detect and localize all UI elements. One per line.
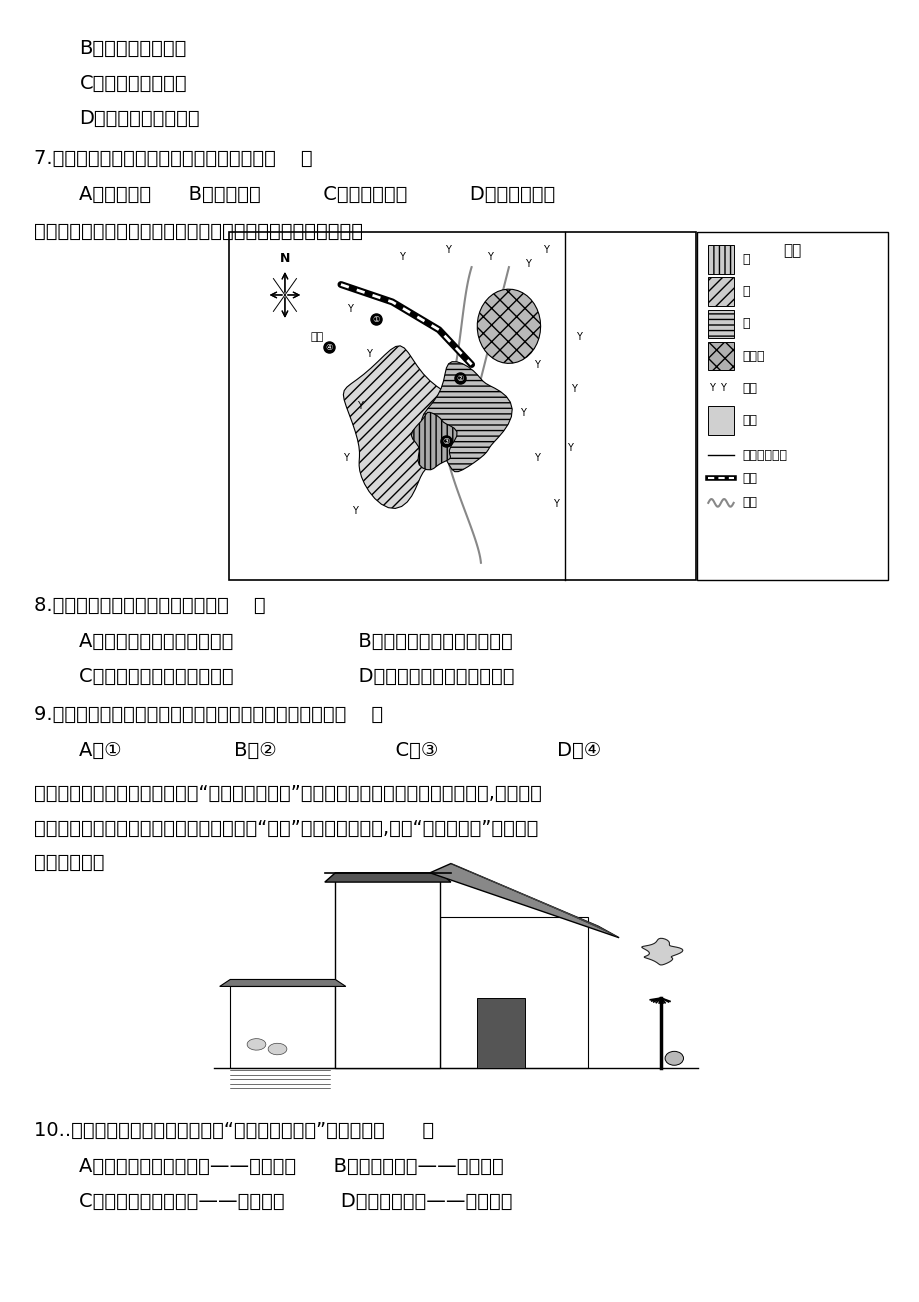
Text: A．商业区、工业区、住宅区                    B．商业区、住宅区、工业区: A．商业区、工业区、住宅区 B．商业区、住宅区、工业区 (79, 631, 513, 651)
Text: ③: ③ (442, 436, 449, 445)
Text: 图例: 图例 (783, 242, 800, 258)
Text: 风频: 风频 (311, 332, 323, 341)
Text: Y: Y (366, 349, 371, 359)
Text: 耕地: 耕地 (742, 381, 757, 395)
Bar (335, 878, 440, 1068)
Text: 坐北朝南。由北房、厦子房合围的部分称为“中庭”。当地多住北房,因其“遂风又向阳”。据此完: 坐北朝南。由北房、厦子房合围的部分称为“中庭”。当地多住北房,因其“遂风又向阳”… (34, 819, 538, 837)
Text: Y: Y (575, 332, 581, 341)
Text: C．厦子房高处开小窗——便于通风         D．房屋斜屋顶——收集雨水: C．厦子房高处开小窗——便于通风 D．房屋斜屋顶——收集雨水 (79, 1193, 513, 1211)
Text: Y: Y (709, 383, 714, 393)
Bar (708, 277, 732, 306)
Text: A．①                  B．②                   C．③                   D．④: A．① B．② C．③ D．④ (79, 741, 601, 760)
Text: Y: Y (552, 499, 558, 509)
Text: 河流: 河流 (742, 496, 757, 509)
Polygon shape (324, 872, 450, 881)
Text: Y: Y (505, 314, 511, 324)
Text: ④: ④ (325, 342, 333, 352)
Text: 文教区: 文教区 (742, 349, 765, 362)
Text: Y: Y (487, 251, 493, 262)
Polygon shape (421, 362, 512, 471)
Polygon shape (343, 346, 460, 509)
Text: 读「沿海某城市土地利用类型分布示意图（如图）」，回答题目: 读「沿海某城市土地利用类型分布示意图（如图）」，回答题目 (34, 223, 363, 241)
Text: Y: Y (519, 409, 526, 418)
Text: 10..关中传统民居的设计符合当地“肥水不流外人田”观念的是（      ）: 10..关中传统民居的设计符合当地“肥水不流外人田”观念的是（ ） (34, 1121, 434, 1141)
Text: 乙: 乙 (742, 285, 749, 298)
Text: Y: Y (719, 383, 725, 393)
Text: Y: Y (533, 359, 539, 370)
Bar (708, 406, 732, 435)
Polygon shape (429, 863, 618, 937)
Text: Y: Y (543, 245, 549, 255)
Bar (477, 999, 524, 1068)
Text: C．土地面积的大小: C．土地面积的大小 (79, 74, 187, 92)
Text: Y: Y (342, 453, 348, 464)
Text: 下图示意陕西关中八大怪之一的“家家房子半边盖”。半边盖的一般是东西两侧的厦子房,北房一般: 下图示意陕西关中八大怪之一的“家家房子半边盖”。半边盖的一般是东西两侧的厦子房,… (34, 784, 541, 802)
Text: 9.该城市规划建设一大型服装批发市场，最合理的选址是（    ）: 9.该城市规划建设一大型服装批发市场，最合理的选址是（ ） (34, 706, 383, 724)
Text: 铁路: 铁路 (742, 471, 757, 484)
Text: Y: Y (357, 401, 362, 411)
Text: ①: ① (372, 315, 380, 324)
Bar (708, 245, 732, 273)
Text: Y: Y (398, 251, 404, 262)
Bar (708, 310, 732, 339)
Text: 荒地: 荒地 (742, 414, 757, 427)
Text: B．与市中心的距离: B．与市中心的距离 (79, 39, 187, 59)
Text: 新建高速公路: 新建高速公路 (742, 449, 787, 462)
Text: Y: Y (445, 245, 450, 255)
Text: D．建筑物和设施条件: D．建筑物和设施条件 (79, 108, 199, 128)
Polygon shape (411, 413, 457, 470)
Polygon shape (247, 1039, 266, 1051)
Text: N: N (279, 253, 289, 266)
Text: Y: Y (566, 443, 572, 453)
Text: 成下列各题。: 成下列各题。 (34, 853, 105, 872)
Bar (440, 917, 587, 1068)
Text: Y: Y (347, 303, 353, 314)
Text: C．住宅区、工业区、商业区                    D．住宅区、商业区、工业区: C．住宅区、工业区、商业区 D．住宅区、商业区、工业区 (79, 667, 515, 685)
Polygon shape (220, 979, 346, 987)
Bar (708, 342, 732, 370)
Text: 8.甲、乙、丙代表的功能区分别是（    ）: 8.甲、乙、丙代表的功能区分别是（ ） (34, 595, 266, 615)
Bar (697, 232, 887, 581)
Polygon shape (641, 939, 682, 965)
Text: ②: ② (456, 374, 463, 383)
Text: A．东西两侧的厦子房高——阻挡风沙      B．房子半边盖——节约木材: A．东西两侧的厦子房高——阻挡风沙 B．房子半边盖——节约木材 (79, 1157, 504, 1176)
Polygon shape (477, 289, 540, 363)
Text: 丙: 丙 (742, 318, 749, 331)
Text: 7.如果仅考虑图示因素，城市地域结构应是（    ）: 7.如果仅考虑图示因素，城市地域结构应是（ ） (34, 148, 312, 168)
Text: 甲: 甲 (742, 253, 749, 266)
Text: Y: Y (571, 384, 576, 395)
Text: Y: Y (524, 259, 530, 268)
Text: Y: Y (352, 505, 357, 516)
Bar (229, 232, 695, 581)
Ellipse shape (664, 1051, 683, 1065)
Text: Y: Y (533, 453, 539, 464)
Text: A．扇形结构      B．混合结构          C．多核心结构          D．同心圆结构: A．扇形结构 B．混合结构 C．多核心结构 D．同心圆结构 (79, 185, 555, 203)
Polygon shape (267, 1043, 287, 1055)
Bar (230, 987, 335, 1068)
